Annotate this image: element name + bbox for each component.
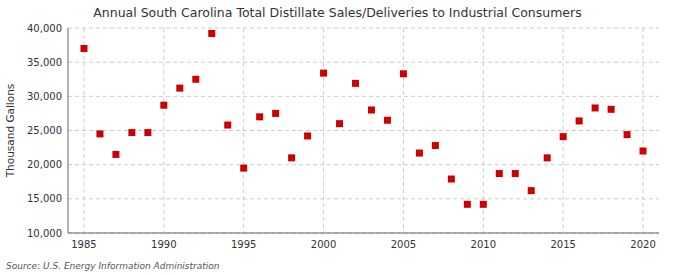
- point: [208, 30, 215, 37]
- point: [480, 201, 487, 208]
- x-grid-line: [163, 28, 164, 233]
- point: [112, 151, 119, 158]
- x-grid-line: [83, 28, 84, 233]
- y-grid-line: [68, 164, 659, 165]
- point: [96, 130, 103, 137]
- point: [240, 165, 247, 172]
- x-axis-line: [68, 233, 659, 234]
- grid: [68, 28, 659, 233]
- point: [224, 122, 231, 129]
- x-grid-line: [323, 28, 324, 233]
- point: [384, 117, 391, 124]
- point: [128, 129, 135, 136]
- point: [272, 110, 279, 117]
- point: [448, 176, 455, 183]
- y-tick-label: 30,000: [27, 91, 62, 102]
- y-grid-line: [68, 96, 659, 97]
- point: [544, 154, 551, 161]
- x-tick-label: 2005: [391, 239, 416, 250]
- point: [608, 106, 615, 113]
- x-tick-label: 2015: [550, 239, 575, 250]
- y-grid-line: [68, 28, 659, 29]
- y-tick-label: 15,000: [27, 193, 62, 204]
- x-tick-label: 2010: [471, 239, 496, 250]
- x-grid-line: [243, 28, 244, 233]
- point: [592, 104, 599, 111]
- point: [640, 148, 647, 155]
- y-grid-line: [68, 62, 659, 63]
- point: [464, 201, 471, 208]
- point: [352, 80, 359, 87]
- point: [432, 142, 439, 149]
- chart: Annual South Carolina Total Distillate S…: [0, 0, 675, 275]
- points: [80, 30, 646, 208]
- point: [320, 70, 327, 77]
- point: [528, 187, 535, 194]
- point: [336, 120, 343, 127]
- point: [160, 102, 167, 109]
- y-tick-label: 35,000: [27, 57, 62, 68]
- point: [560, 133, 567, 140]
- point: [192, 76, 199, 83]
- point: [624, 131, 631, 138]
- x-grid-line: [403, 28, 404, 233]
- point: [256, 113, 263, 120]
- x-grid-line: [563, 28, 564, 233]
- x-tick-label: 2020: [630, 239, 655, 250]
- x-tick-label: 1990: [151, 239, 176, 250]
- x-grid-line: [643, 28, 644, 233]
- point: [496, 170, 503, 177]
- y-tick-label: 10,000: [27, 228, 62, 239]
- y-tick-label: 25,000: [27, 125, 62, 136]
- point: [368, 107, 375, 114]
- source: Source: U.S. Energy Information Administ…: [6, 261, 220, 271]
- y-grid-line: [68, 130, 659, 131]
- point: [176, 85, 183, 92]
- title: Annual South Carolina Total Distillate S…: [93, 5, 581, 20]
- point: [416, 150, 423, 157]
- point: [288, 154, 295, 161]
- y-tick-label: 40,000: [27, 23, 62, 34]
- y-tick-label: 20,000: [27, 159, 62, 170]
- point: [80, 45, 87, 52]
- point: [576, 117, 583, 124]
- point: [144, 129, 151, 136]
- x-tick-label: 1995: [231, 239, 256, 250]
- point: [304, 132, 311, 139]
- y-grid-line: [68, 233, 659, 234]
- y-axis-line: [68, 28, 69, 233]
- point: [512, 170, 519, 177]
- y-grid-line: [68, 198, 659, 199]
- x-tick-label: 1985: [71, 239, 96, 250]
- x-tick-label: 2000: [311, 239, 336, 250]
- point: [400, 70, 407, 77]
- y-axis-label: Thousand Gallons: [4, 84, 16, 179]
